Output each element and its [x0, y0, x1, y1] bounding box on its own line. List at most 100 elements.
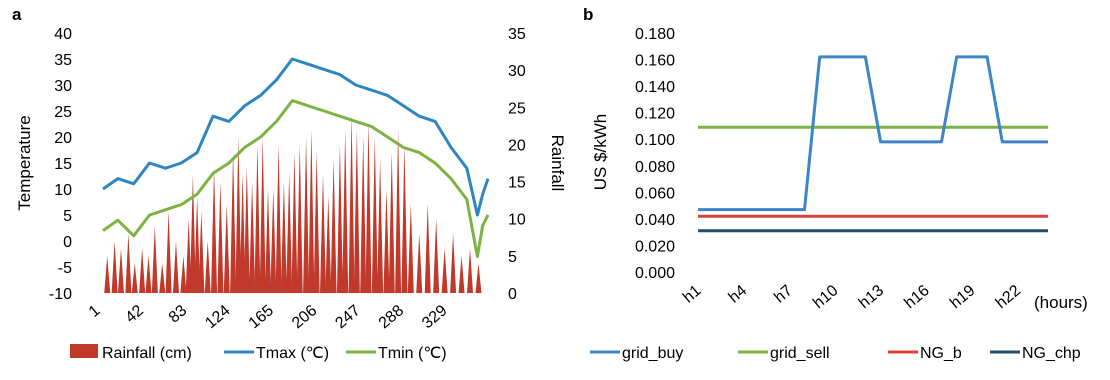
y-tick-label: 0.040	[635, 212, 675, 229]
y-tick-label: 0.120	[635, 106, 675, 123]
x-tick-label: h7	[771, 282, 796, 307]
y-tick-label: 0.180	[635, 26, 675, 43]
y-axis-title: Temperature	[15, 115, 34, 210]
rainfall-bar	[254, 144, 261, 293]
y-tick-label: 0	[63, 234, 72, 251]
panel-a-chart: a 40 35 30 25 20 15 10 5 0 -5 -10 35 30 25 20 15 10 5 0 Temp…	[12, 5, 567, 362]
rainfall-bar	[441, 248, 448, 293]
y-tick-label: 40	[54, 26, 72, 43]
rainfall-bar	[450, 233, 457, 293]
rainfall-bar	[211, 166, 218, 293]
rainfall-bar	[265, 189, 271, 293]
legend-label-tmin: Tmin (℃)	[378, 345, 447, 362]
rainfall-bar	[401, 144, 408, 293]
y2-tick-label: 20	[508, 137, 526, 154]
rainfall-bar	[416, 233, 423, 293]
rainfall-bar	[280, 181, 287, 293]
rainfall-bar	[303, 137, 310, 293]
x-tick-label: h16	[901, 282, 932, 312]
rainfall-bar	[320, 174, 326, 293]
rainfall-bar	[286, 174, 293, 293]
y-tick-label: 0.020	[635, 238, 675, 255]
rainfall-bar	[296, 144, 303, 293]
legend-swatch-rainfall	[70, 344, 98, 358]
rainfall-bar	[235, 137, 242, 293]
y-tick-label: 0.100	[635, 132, 675, 149]
rainfall-bar	[249, 181, 256, 293]
y-tick-label: 15	[54, 156, 72, 173]
grid-buy-line	[698, 55, 1048, 212]
rainfall-bar	[383, 189, 390, 293]
rainfall-bar	[125, 233, 132, 293]
rainfall-bar	[365, 122, 372, 294]
legend-label-grid-sell: grid_sell	[770, 345, 830, 362]
panel-b-chart: b 0.180 0.160 0.140 0.120 0.100 0.080 0.060 0.04…	[583, 5, 1088, 362]
x-tick-label: 1	[86, 302, 104, 321]
y2-tick-label: 10	[508, 212, 526, 229]
y-tick-label: 25	[54, 104, 72, 121]
rainfall-bar	[217, 181, 224, 293]
y-tick-label: 5	[63, 208, 72, 225]
y-tick-label: 20	[54, 130, 72, 147]
x-tick-label: 124	[202, 302, 233, 332]
rainfall-bar	[111, 241, 118, 293]
y2-tick-label: 15	[508, 175, 526, 192]
rainfall-bar	[172, 241, 179, 293]
x-tick-label: 329	[419, 302, 450, 332]
rainfall-bar	[360, 137, 367, 293]
rainfall-bar	[223, 203, 230, 293]
y-tick-label: 0.140	[635, 79, 675, 96]
y-tick-label: 30	[54, 78, 72, 95]
rainfall-bar	[159, 263, 166, 293]
rainfall-bar	[388, 151, 395, 293]
rainfall-bar	[151, 226, 158, 293]
x-tick-label: h13	[856, 282, 887, 312]
legend-label-tmax: Tmax (℃)	[256, 345, 329, 362]
rainfall-bar	[291, 151, 298, 293]
rainfall-bar	[194, 196, 201, 293]
rainfall-bar	[353, 129, 360, 293]
rainfall-bar	[275, 144, 282, 293]
y2-axis-title: Rainfall	[548, 135, 567, 192]
rainfall-bar	[145, 255, 152, 293]
rainfall-bar	[270, 189, 277, 293]
x-tick-label: 83	[166, 302, 191, 327]
rainfall-bar	[475, 263, 482, 293]
x-tick-label: h10	[810, 282, 841, 312]
legend-label-ng-chp: NG_chp	[1022, 345, 1081, 362]
rainfall-bar	[371, 137, 378, 293]
rainfall-bar	[395, 129, 402, 293]
rainfall-bar	[189, 174, 196, 293]
y-tick-label: 0.080	[635, 159, 675, 176]
y2-tick-label: 0	[508, 286, 517, 303]
x-axis-title: (hours)	[1034, 293, 1088, 312]
rainfall-bar	[467, 248, 474, 293]
rainfall-bar	[407, 203, 414, 293]
rainfall-bar	[336, 144, 343, 293]
y2-tick-label: 25	[508, 100, 526, 117]
y2-tick-label: 30	[508, 63, 526, 80]
rainfall-bar	[185, 218, 192, 293]
rainfall-bar	[180, 255, 187, 293]
rainfall-bar	[104, 255, 111, 293]
x-tick-label: h4	[726, 282, 751, 307]
y-tick-label: -5	[58, 260, 72, 277]
y-tick-label: 0.060	[635, 185, 675, 202]
rainfall-bar	[433, 218, 440, 293]
rainfall-bar	[139, 248, 146, 293]
rainfall-bar	[230, 151, 237, 293]
x-tick-label: h1	[680, 282, 705, 307]
y2-tick-label: 5	[508, 249, 517, 266]
y-tick-label: 10	[54, 182, 72, 199]
rainfall-bar	[342, 129, 349, 293]
rainfall-bar	[198, 211, 205, 293]
rainfall-bar	[308, 129, 315, 293]
x-tick-label: 288	[376, 302, 407, 332]
rainfall-bar	[131, 263, 138, 293]
legend-label-ng-b: NG_b	[920, 345, 962, 362]
rainfall-bar	[204, 241, 211, 293]
tmax-line	[102, 57, 490, 217]
x-tick-label: 247	[332, 302, 363, 332]
x-tick-label: h19	[947, 282, 978, 312]
